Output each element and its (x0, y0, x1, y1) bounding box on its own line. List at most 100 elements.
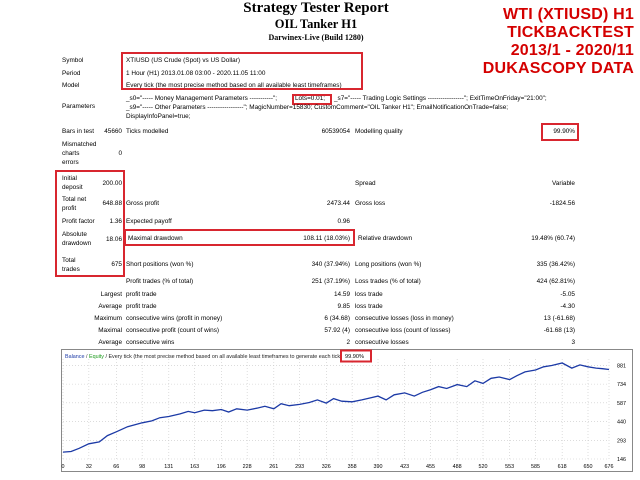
long-positions-label: Long positions (won %) (355, 261, 422, 268)
x-tick-label: 520 (479, 464, 488, 470)
quality-highlight (541, 123, 579, 141)
x-tick-label: 261 (269, 464, 278, 470)
lots-highlight (292, 94, 332, 105)
absolute-drawdown-value: 18.06 (106, 236, 122, 243)
largest-profit-label: profit trade (126, 291, 157, 298)
mismatched-label-2: charts (62, 150, 80, 157)
x-tick-label: 455 (426, 464, 435, 470)
maximal-consecutive-loss-value: -61.68 (13) (543, 327, 575, 334)
parameters-lots: Lots=0.01; (295, 95, 326, 102)
relative-drawdown-value: 19.48% (60.74) (531, 235, 575, 242)
max-drawdown-highlight (124, 229, 355, 246)
mismatched-value: 0 (118, 150, 122, 157)
net-profit-label-1: Total net (62, 196, 87, 203)
average-consecutive-wins-value: 2 (346, 339, 350, 346)
chart-header-text: Balance / Equity / Every tick (the most … (65, 354, 342, 360)
period-label: Period (62, 70, 81, 77)
y-tick-label: 440 (617, 420, 626, 426)
symbol-period-highlight (121, 52, 363, 90)
gross-loss-value: -1824.56 (549, 200, 575, 207)
loss-trades-label: Loss trades (% of total) (355, 278, 421, 285)
x-tick-label: 196 (217, 464, 226, 470)
max-consecutive-losses-value: 13 (-61.68) (543, 315, 575, 322)
y-tick-labels: 146 293 440 587 734 881 (617, 363, 626, 463)
model-value: Every tick (the most precise method base… (126, 82, 342, 89)
chart-quality-value: 99.90% (345, 354, 364, 360)
parameters-line1-b: _s7="----- Trading Logic Settings ------… (334, 95, 547, 102)
relative-drawdown-label: Relative drawdown (358, 235, 412, 242)
profit-trades-value: 251 (37.19%) (311, 278, 350, 285)
maximum-label: Maximum (94, 315, 122, 322)
period-value: 1 Hour (H1) 2013.01.08 03:00 - 2020.11.0… (126, 70, 266, 77)
x-tick-label: 98 (139, 464, 145, 470)
chart-header-separator: / (84, 354, 89, 360)
deposit-label-2: deposit (62, 184, 83, 191)
parameters-line2: _s9="----- Other Parameters ------------… (126, 104, 509, 111)
absolute-drawdown-label-1: Absolute (62, 231, 87, 238)
x-tick-label: 0 (62, 464, 65, 470)
chart-header-description: / Every tick (the most precise method ba… (104, 354, 342, 360)
quality-label: Modelling quality (355, 128, 403, 135)
largest-loss-label: loss trade (355, 291, 383, 298)
report-subtitle: OIL Tanker H1 (274, 17, 358, 31)
average-loss-label: loss trade (355, 303, 383, 310)
x-tick-label: 131 (164, 464, 173, 470)
ticks-label: Ticks modelled (126, 128, 169, 135)
max-consecutive-losses-label: consecutive losses (loss in money) (355, 315, 454, 322)
average-profit-label: profit trade (126, 303, 157, 310)
net-profit-label-2: profit (62, 205, 77, 212)
x-tick-label: 66 (113, 464, 119, 470)
deposit-value: 200.00 (102, 180, 122, 187)
symbol-value: XTIUSD (US Crude (Spot) vs US Dollar) (126, 57, 240, 64)
report-title: Strategy Tester Report (243, 0, 389, 16)
promo-line-4: DUKASCOPY DATA (482, 60, 634, 77)
parameters-label: Parameters (62, 103, 96, 110)
y-tick-label: 734 (617, 382, 626, 388)
maximal-consecutive-loss-label: consecutive loss (count of losses) (355, 327, 451, 334)
balance-series-line (62, 362, 610, 453)
mismatched-label-1: Mismatched (62, 141, 97, 148)
gross-profit-label: Gross profit (126, 200, 160, 207)
max-drawdown-label: Maximal drawdown (128, 235, 183, 242)
x-tick-label: 293 (295, 464, 304, 470)
y-tick-label: 293 (617, 438, 626, 444)
mismatched-label-3: errors (62, 159, 79, 166)
average-label: Average (98, 303, 122, 310)
x-tick-label: 32 (86, 464, 92, 470)
x-tick-label: 326 (322, 464, 331, 470)
parameters-line1-a: _s0="----- Money Management Parameters -… (126, 95, 278, 102)
largest-loss-value: -5.05 (560, 291, 575, 298)
y-tick-label: 587 (617, 401, 626, 407)
maximal-consecutive-profit-value: 57.92 (4) (324, 327, 350, 334)
max-consecutive-wins-label: consecutive wins (profit in money) (126, 315, 223, 322)
total-trades-label-1: Total (62, 257, 76, 264)
deposit-label-1: Initial (62, 175, 77, 182)
chart-frame (61, 349, 633, 472)
expected-payoff-label: Expected payoff (126, 218, 172, 225)
average-loss-value: -4.30 (560, 303, 575, 310)
x-tick-label: 358 (348, 464, 357, 470)
short-positions-label: Short positions (won %) (126, 261, 194, 268)
profit-factor-value: 1.36 (109, 218, 122, 225)
x-tick-labels: 0 32 66 98 131 163 196 228 261 293 326 358 390 423 455… (62, 464, 614, 470)
model-label: Model (62, 82, 80, 89)
largest-label: Largest (100, 291, 122, 298)
x-tick-label: 423 (400, 464, 409, 470)
gross-loss-label: Gross loss (355, 200, 386, 207)
average-consecutive-wins-label: consecutive wins (126, 339, 175, 346)
short-positions-value: 340 (37.94%) (311, 261, 350, 268)
report-build: Darwinex-Live (Build 1280) (268, 33, 364, 42)
max-consecutive-wins-value: 6 (34.68) (324, 315, 350, 322)
quality-value: 99.90% (553, 128, 575, 135)
chart-grid (62, 359, 610, 460)
symbol-label: Symbol (62, 57, 84, 64)
net-profit-value: 648.88 (102, 200, 122, 207)
bars-value: 45660 (104, 128, 122, 135)
max-drawdown-value: 108.11 (18.03%) (303, 235, 350, 242)
average-consecutive-losses-label: consecutive losses (355, 339, 409, 346)
x-tick-label: 228 (243, 464, 252, 470)
largest-profit-value: 14.59 (334, 291, 350, 298)
promo-line-1: WTI (XTIUSD) H1 (503, 6, 634, 23)
maximal-label: Maximal (98, 327, 122, 334)
x-tick-label: 618 (558, 464, 567, 470)
